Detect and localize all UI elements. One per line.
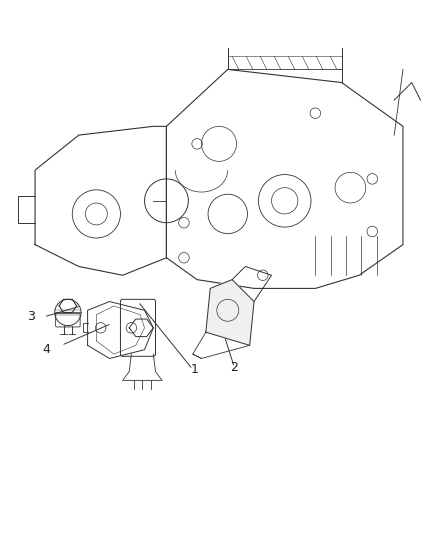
Polygon shape: [206, 280, 254, 345]
Text: 4: 4: [42, 343, 50, 356]
Text: 2: 2: [230, 361, 238, 374]
Text: 3: 3: [27, 310, 35, 324]
Text: 1: 1: [191, 363, 199, 376]
